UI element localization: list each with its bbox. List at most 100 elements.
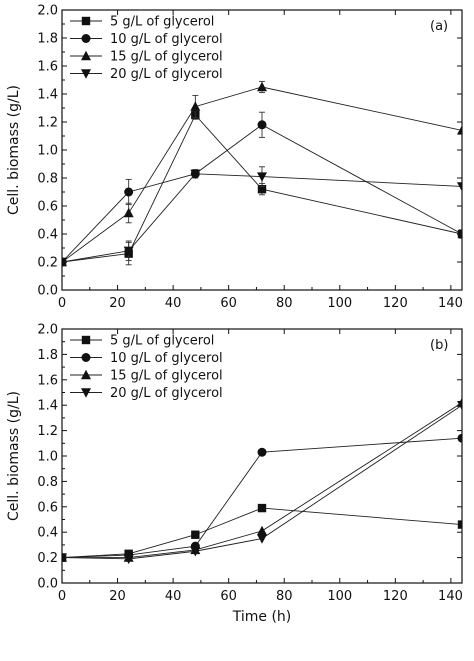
legend-label: 20 g/L of glycerol: [110, 386, 223, 401]
y-tick-label: 0.8: [37, 172, 58, 187]
data-point: [257, 81, 267, 92]
x-tick-label: 20: [109, 589, 126, 604]
y-tick-label: 0.0: [37, 577, 58, 592]
y-axis-title: Cell. biomass (g/L): [6, 85, 22, 215]
data-point: [190, 101, 201, 111]
y-tick-label: 1.8: [37, 32, 58, 47]
x-tick-label: 60: [220, 589, 237, 604]
data-point: [190, 169, 201, 179]
x-tick-label: 140: [438, 589, 463, 604]
y-tick-label: 1.0: [37, 144, 58, 159]
legend-item: 15 g/L of glycerol: [70, 369, 223, 384]
series-triangle-down: [62, 166, 462, 268]
legend-label: 10 g/L of glycerol: [110, 32, 223, 47]
y-tick-label: 0.2: [37, 551, 58, 566]
legend-marker-icon: [81, 34, 91, 43]
x-tick-label: 20: [109, 296, 126, 311]
y-tick-label: 1.4: [37, 399, 58, 414]
x-tick-label: 0: [58, 589, 66, 604]
legend-item: 20 g/L of glycerol: [70, 67, 223, 82]
data-point: [457, 125, 462, 135]
legend-label: 15 g/L of glycerol: [110, 50, 223, 65]
x-tick-label: 40: [165, 296, 182, 311]
data-point: [123, 207, 134, 218]
legend-marker-icon: [81, 353, 91, 362]
y-tick-label: 1.2: [37, 116, 58, 131]
y-tick-label: 0.8: [37, 475, 58, 490]
data-point: [457, 182, 462, 192]
data-point: [457, 433, 462, 443]
legend-label: 5 g/L of glycerol: [110, 334, 214, 349]
legend-marker-icon: [81, 69, 91, 79]
legend-marker-icon: [81, 335, 91, 345]
legend-label: 15 g/L of glycerol: [110, 369, 223, 384]
y-tick-label: 0.2: [37, 256, 58, 271]
y-tick-label: 0.4: [37, 228, 58, 243]
y-tick-label: 1.6: [37, 60, 58, 75]
legend-item: 15 g/L of glycerol: [70, 50, 223, 65]
x-tick-label: 120: [383, 589, 408, 604]
series-triangle-up: [62, 80, 462, 267]
panel-label-a: (a): [430, 19, 448, 34]
x-tick-label: 60: [220, 296, 237, 311]
data-point: [123, 246, 134, 256]
x-tick-label: 140: [438, 296, 463, 311]
legend-label: 10 g/L of glycerol: [110, 351, 223, 366]
data-point: [123, 554, 134, 565]
legend-marker-icon: [81, 50, 91, 61]
x-axis-title: Time (h): [232, 609, 292, 625]
data-point: [257, 185, 267, 194]
chart-panel-b: 0.0 0.2 0.4 0.6 0.8 1.0 1.2 1.4 1.6 1.8 2.0 0 20 40 60…: [6, 323, 463, 626]
y-tick-label: 1.8: [37, 348, 58, 363]
legend: 5 g/L of glycerol 10 g/L of glycerol 15 g/…: [70, 334, 223, 401]
data-point: [257, 525, 267, 536]
data-point: [62, 553, 67, 563]
x-tick-label: 40: [165, 589, 182, 604]
y-axis-title: Cell. biomass (g/L): [6, 391, 22, 521]
x-tick-label: 80: [276, 296, 293, 311]
plot-area: [62, 80, 462, 268]
data-point: [62, 257, 67, 268]
data-point: [190, 547, 201, 557]
legend-label: 5 g/L of glycerol: [110, 15, 214, 30]
y-tick-label: 1.2: [37, 424, 58, 439]
legend-item: 5 g/L of glycerol: [70, 334, 214, 349]
legend-item: 20 g/L of glycerol: [70, 386, 223, 401]
data-point: [457, 520, 462, 529]
y-tick-label: 0.0: [37, 284, 58, 299]
series-triangle-down: [62, 401, 462, 565]
y-tick-label: 0.6: [37, 200, 58, 215]
y-tick-label: 1.4: [37, 88, 58, 103]
legend-marker-icon: [81, 16, 91, 26]
legend: 5 g/L of glycerol 10 g/L of glycerol 15 g/…: [70, 15, 223, 82]
chart-panel-a: 0.0 0.2 0.4 0.6 0.8 1.0 1.2 1.4 1.6 1.8 2.0 0 20 40 60…: [6, 4, 463, 312]
data-point: [457, 229, 462, 239]
data-point: [257, 120, 267, 130]
legend-marker-icon: [81, 388, 91, 398]
y-tick-label: 1.0: [37, 450, 58, 465]
plot-area: [62, 397, 462, 565]
y-tick-label: 2.0: [37, 323, 58, 338]
x-tick-label: 100: [327, 296, 352, 311]
legend-item: 5 g/L of glycerol: [70, 15, 214, 30]
panel-label-b: (b): [430, 338, 448, 353]
x-tick-label: 100: [327, 589, 352, 604]
legend-item: 10 g/L of glycerol: [70, 32, 223, 47]
data-point: [191, 530, 200, 539]
data-point: [257, 534, 267, 544]
legend-marker-icon: [81, 369, 91, 380]
y-tick-label: 1.6: [37, 373, 58, 388]
y-tick-label: 0.6: [37, 500, 58, 515]
x-tick-label: 120: [383, 296, 408, 311]
x-tick-label: 0: [58, 296, 66, 311]
y-tick-label: 2.0: [37, 4, 58, 19]
data-point: [124, 187, 134, 197]
x-tick-label: 80: [276, 589, 293, 604]
legend-label: 20 g/L of glycerol: [110, 67, 223, 82]
data-point: [257, 172, 267, 182]
data-point: [257, 447, 267, 457]
data-point: [257, 503, 267, 513]
data-point: [457, 401, 462, 411]
legend-item: 10 g/L of glycerol: [70, 351, 223, 366]
